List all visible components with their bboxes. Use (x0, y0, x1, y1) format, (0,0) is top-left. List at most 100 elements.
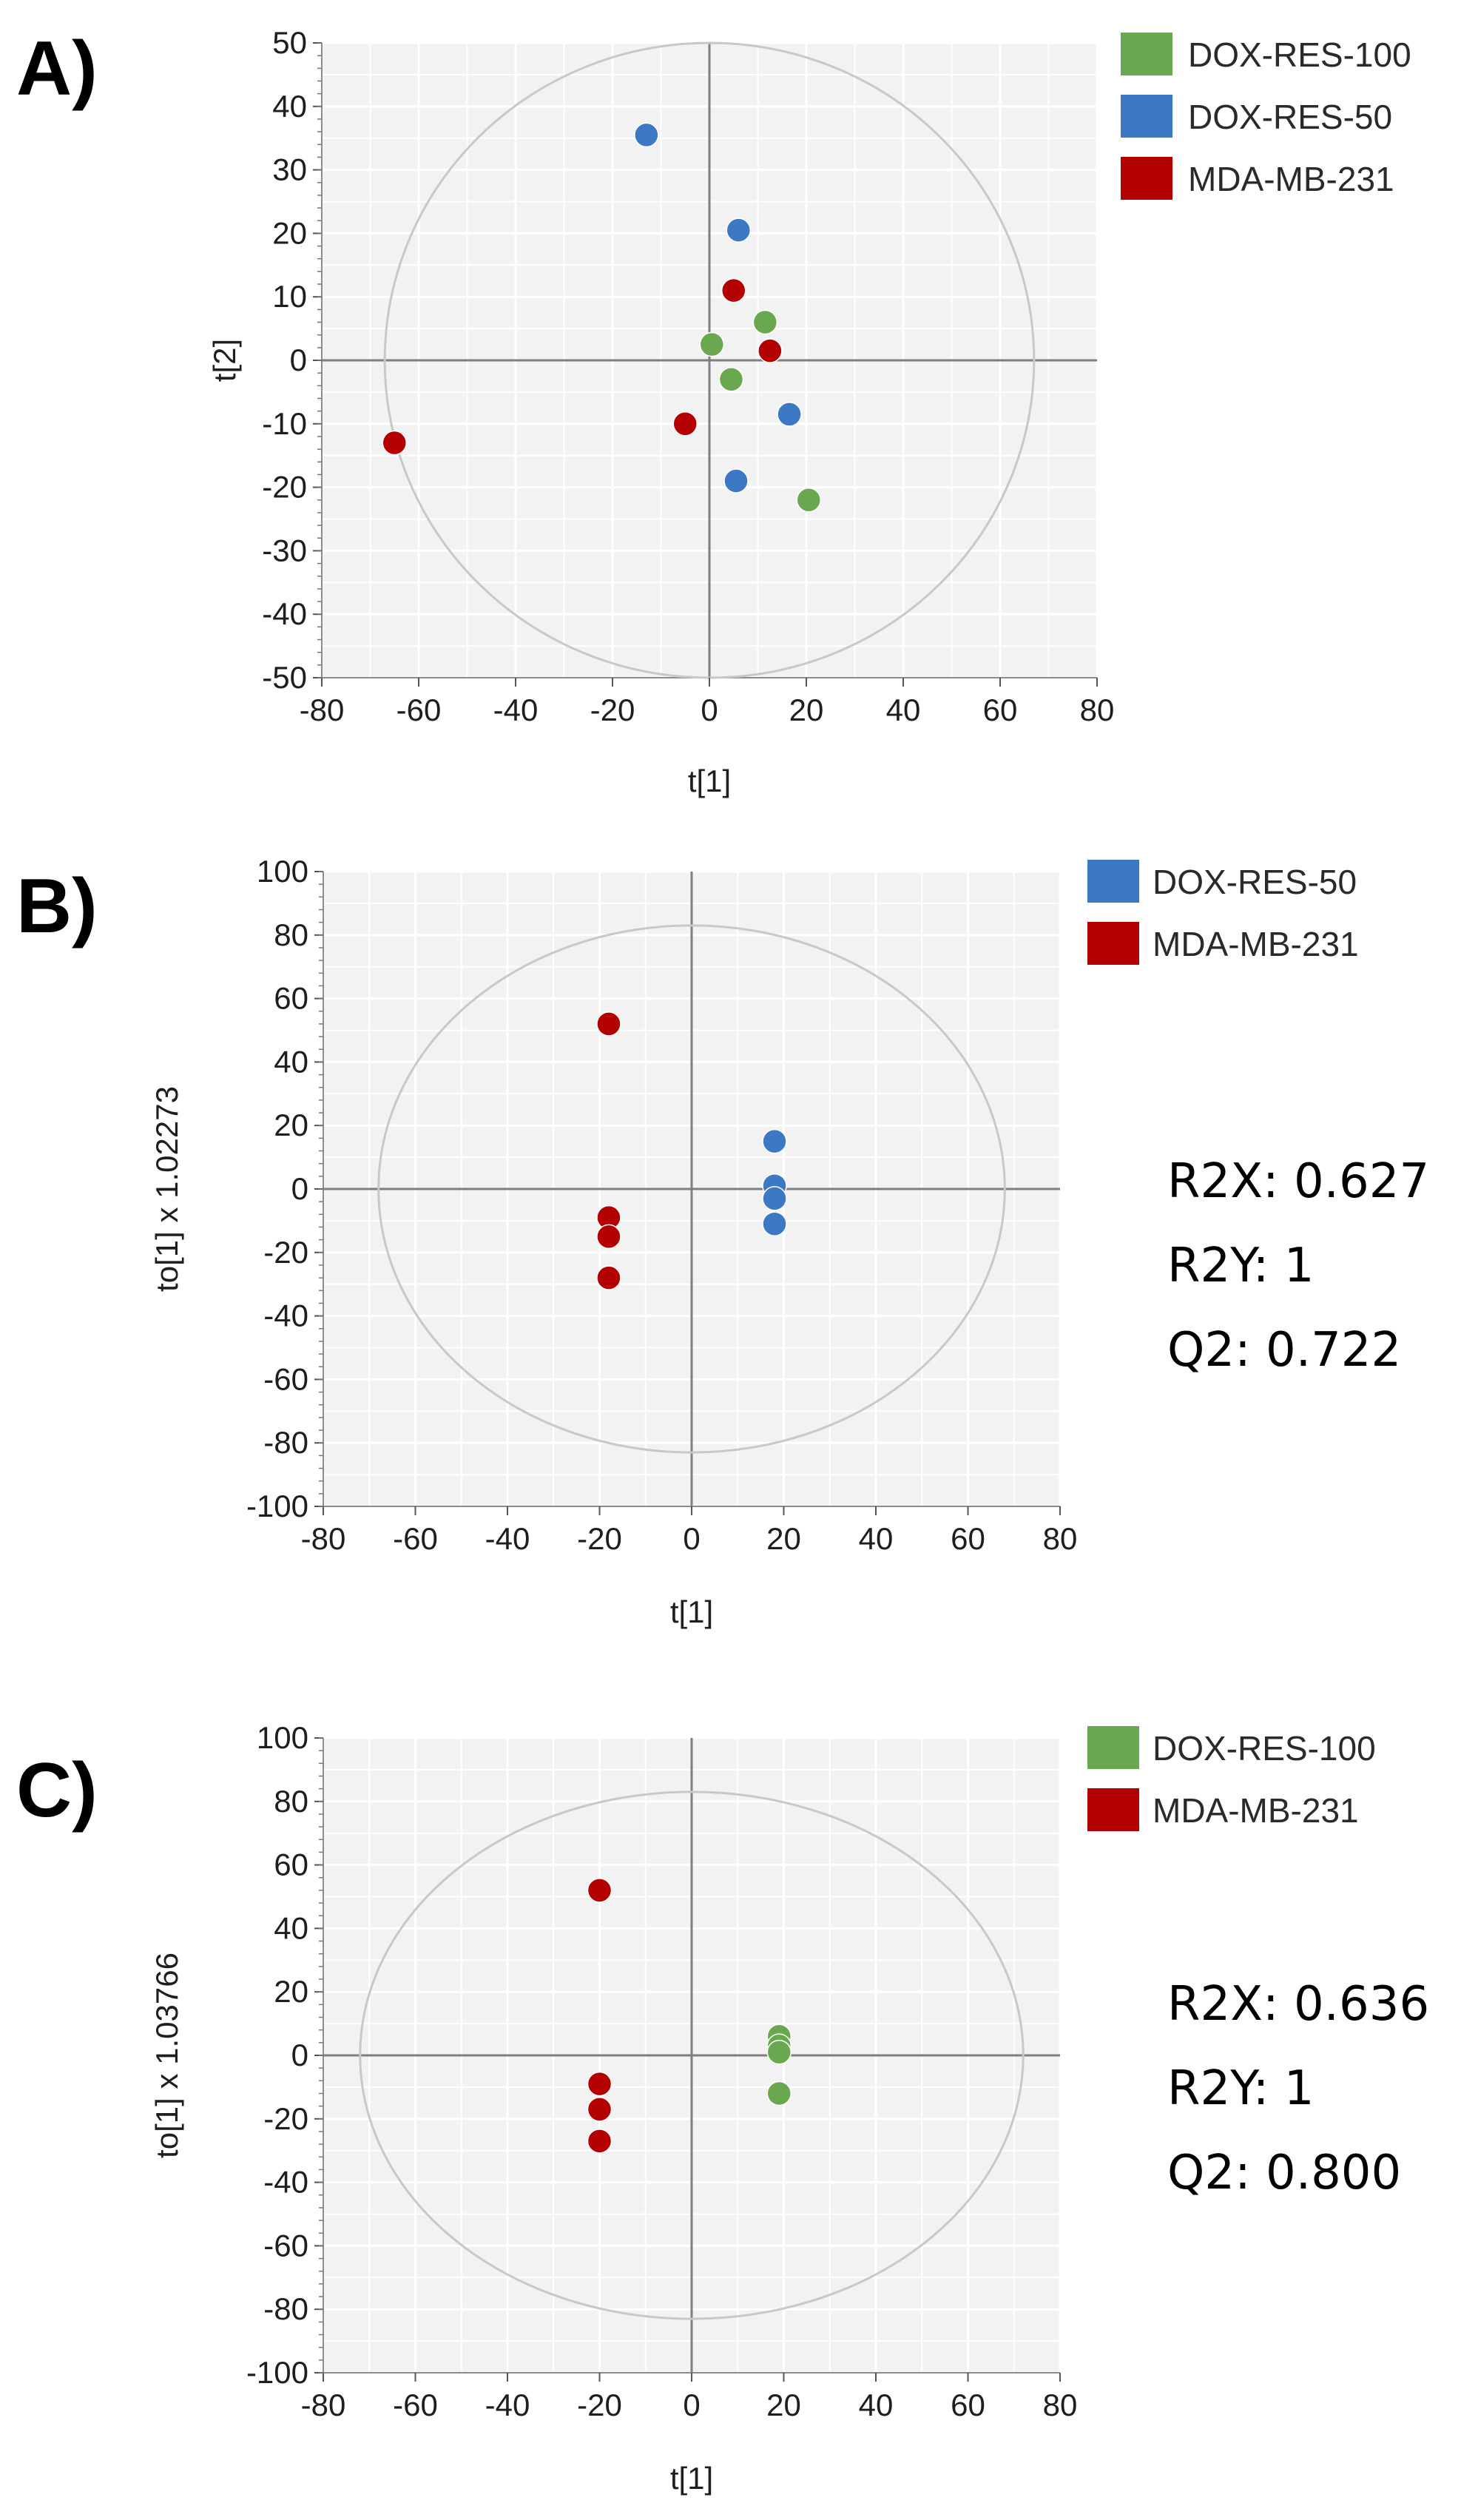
x-tick-label: 0 (683, 1521, 700, 1556)
legend-label: MDA-MB-231 (1153, 925, 1359, 963)
point-dox-res-50 (777, 402, 802, 427)
point-mda-mb-231 (596, 1011, 621, 1037)
x-tick-label: 40 (859, 1521, 894, 1556)
x-tick-label: -40 (485, 2388, 530, 2422)
stat-label: R2X: 0.627 (1167, 1154, 1429, 1209)
x-axis-label: t[1] (670, 2461, 713, 2496)
x-axis-label: t[1] (688, 764, 731, 798)
data-points (382, 122, 822, 513)
point-mda-mb-231 (672, 411, 698, 437)
hotelling-ellipse (377, 924, 1006, 1454)
y-tick-label: 40 (274, 1910, 308, 1945)
point-mda-mb-231 (587, 1878, 613, 1903)
point-dox-res-100 (699, 331, 725, 357)
y-tick-label: 20 (274, 1108, 308, 1142)
panel-c: C)-80 -60 -40 -20 0 20 40 60 80-100-80-60-40-200… (16, 1720, 1429, 2496)
x-tick-label: -20 (577, 1521, 622, 1556)
ticks: -80 -60 -40 -20 0 20 40 60 80-100-80-60-40-20020… (246, 854, 1077, 1556)
stat-label: R2Y: 1 (1167, 2061, 1314, 2116)
legend-swatch (1087, 1788, 1139, 1831)
panel-b: B)-80 -60 -40 -20 0 20 40 60 80-100-80-60-40-200… (16, 854, 1429, 1629)
y-tick-label: 100 (257, 854, 308, 889)
x-tick-label: 80 (1043, 1521, 1078, 1556)
x-tick-label: 20 (789, 693, 824, 727)
legend-label: DOX-RES-100 (1153, 1729, 1376, 1768)
x-tick-label: -80 (301, 2388, 346, 2422)
point-mda-mb-231 (757, 338, 783, 363)
y-tick-label: 40 (274, 1044, 308, 1079)
point-dox-res-50 (723, 468, 749, 493)
y-tick-label: 50 (272, 25, 307, 60)
x-tick-label: -60 (397, 693, 442, 727)
y-tick-label: -100 (246, 1489, 308, 1523)
y-tick-label: 100 (257, 1720, 308, 1755)
x-tick-label: -40 (493, 693, 539, 727)
legend-label: DOX-RES-100 (1188, 36, 1411, 74)
y-tick-label: -50 (262, 660, 307, 695)
x-axis-label: t[1] (670, 1594, 713, 1629)
x-tick-label: -60 (393, 2388, 438, 2422)
y-tick-label: -80 (263, 2291, 308, 2326)
x-tick-label: 60 (951, 2388, 985, 2422)
x-tick-label: -40 (485, 1521, 530, 1556)
panel-letter: A) (16, 26, 98, 112)
stat-label: Q2: 0.800 (1167, 2146, 1401, 2200)
point-mda-mb-231 (382, 430, 407, 456)
y-tick-label: 80 (274, 917, 308, 952)
stat-label: Q2: 0.722 (1167, 1323, 1401, 1378)
y-axis-label: t[2] (207, 339, 242, 382)
panels: A) -80 -60 -40 -20 0 20 40 60 80 -50 -40 -30 -20 -100 1… (16, 25, 1429, 2496)
ticks: -80 -60 -40 -20 0 20 40 60 80-100-80-60-40-20020… (246, 1720, 1077, 2422)
y-tick-label: -100 (246, 2355, 308, 2390)
point-dox-res-100 (752, 309, 778, 335)
x-tick-label: -20 (577, 2388, 622, 2422)
point-mda-mb-231 (596, 1265, 621, 1290)
y-tick-label: 0 (291, 1171, 308, 1206)
point-dox-res-100 (796, 488, 822, 513)
x-tick-label: 20 (766, 2388, 801, 2422)
legend: DOX-RES-100 MDA-MB-231 (1087, 1726, 1376, 1831)
point-dox-res-50 (726, 218, 752, 243)
y-tick-label: 30 (272, 152, 307, 187)
y-tick-label: 40 (272, 89, 307, 124)
y-tick-label: -40 (262, 596, 307, 631)
y-tick-label: -80 (263, 1425, 308, 1460)
y-tick-label: 10 (272, 279, 307, 314)
point-dox-res-100 (718, 366, 744, 392)
legend-label: DOX-RES-50 (1188, 98, 1392, 136)
data-points (596, 1011, 787, 1290)
stat-label: R2X: 0.636 (1167, 1977, 1429, 2032)
legend: DOX-RES-50 MDA-MB-231 (1087, 860, 1359, 965)
legend: DOX-RES-100 DOX-RES-50 MDA-MB-231 (1121, 33, 1411, 200)
y-tick-label: 60 (274, 981, 308, 1016)
y-axis-label: to[1] x 1.02273 (149, 1086, 184, 1292)
legend-swatch (1121, 33, 1172, 75)
y-tick-label: -40 (263, 2165, 308, 2200)
panel-letter: C) (16, 1748, 98, 1833)
y-tick-label: -60 (263, 1361, 308, 1396)
x-tick-label: 80 (1043, 2388, 1078, 2422)
legend-swatch (1087, 860, 1139, 903)
data-points (587, 1878, 792, 2154)
legend-swatch (1087, 1726, 1139, 1769)
y-tick-label: 60 (274, 1847, 308, 1882)
panel-letter: B) (16, 863, 98, 949)
x-tick-label: 0 (683, 2388, 700, 2422)
y-tick-label: -60 (263, 2228, 308, 2263)
point-dox-res-50 (634, 122, 659, 148)
point-mda-mb-231 (587, 2071, 613, 2097)
x-tick-label: 0 (701, 693, 718, 727)
legend-label: MDA-MB-231 (1153, 1791, 1359, 1830)
stat-label: R2Y: 1 (1167, 1239, 1314, 1293)
legend-swatch (1087, 922, 1139, 965)
point-dox-res-100 (766, 2081, 792, 2106)
point-dox-res-50 (762, 1186, 787, 1211)
y-tick-label: -40 (263, 1298, 308, 1333)
y-tick-label: 20 (272, 215, 307, 250)
x-tick-label: -80 (300, 693, 345, 727)
point-dox-res-50 (762, 1211, 787, 1236)
point-mda-mb-231 (587, 2097, 613, 2122)
y-tick-label: -20 (262, 470, 307, 505)
legend-swatch (1121, 157, 1172, 200)
y-tick-label: -30 (262, 533, 307, 567)
